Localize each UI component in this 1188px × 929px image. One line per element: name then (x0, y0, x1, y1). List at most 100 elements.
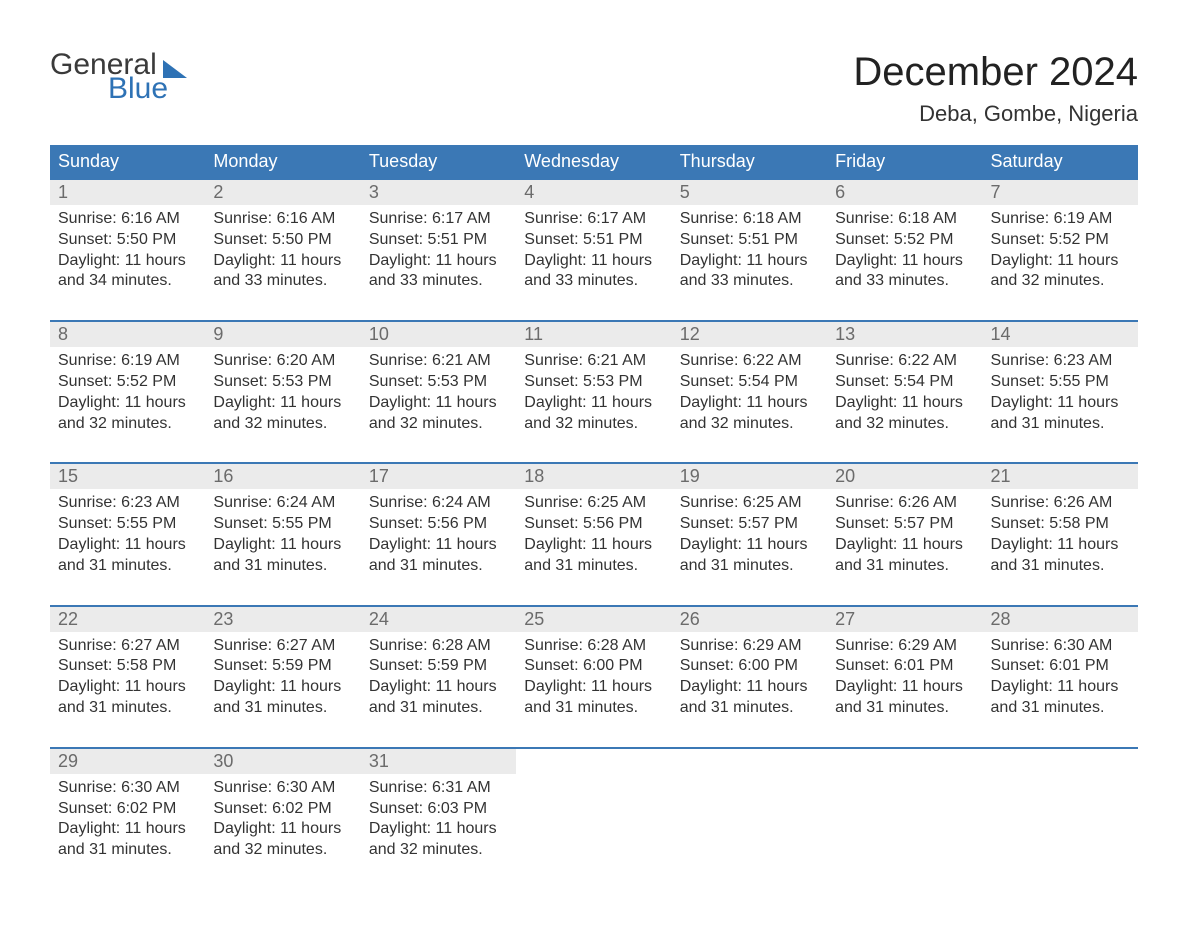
daynum-row: 293031 (50, 748, 1138, 774)
daynum-cell: 9 (205, 321, 360, 347)
sunset-line: Sunset: 5:55 PM (58, 514, 197, 535)
day-cell: Sunrise: 6:24 AMSunset: 5:55 PMDaylight:… (205, 489, 360, 605)
daylight-label: Daylight: (835, 252, 902, 269)
sunset-line: Sunset: 5:51 PM (680, 230, 819, 251)
sunrise-line: Sunrise: 6:22 AM (680, 351, 819, 372)
sunrise-value: 6:21 AM (432, 352, 491, 369)
sunset-value: 5:51 PM (583, 231, 643, 248)
sunset-value: 5:55 PM (117, 515, 177, 532)
day-cell: Sunrise: 6:29 AMSunset: 6:00 PMDaylight:… (672, 632, 827, 748)
sunset-value: 5:55 PM (1049, 373, 1109, 390)
daynum-cell: 10 (361, 321, 516, 347)
day-cell: Sunrise: 6:16 AMSunset: 5:50 PMDaylight:… (50, 205, 205, 321)
day-cell: Sunrise: 6:28 AMSunset: 6:00 PMDaylight:… (516, 632, 671, 748)
sunrise-label: Sunrise: (835, 352, 898, 369)
sunrise-line: Sunrise: 6:28 AM (524, 636, 663, 657)
sunset-value: 6:01 PM (1049, 657, 1109, 674)
daynum-cell: 3 (361, 179, 516, 205)
daynum-cell (672, 748, 827, 774)
daylight-line: Daylight: 11 hours and 32 minutes. (369, 393, 508, 435)
day-cell (672, 774, 827, 889)
daylight-label: Daylight: (58, 252, 125, 269)
sunrise-label: Sunrise: (369, 637, 432, 654)
day-cell: Sunrise: 6:31 AMSunset: 6:03 PMDaylight:… (361, 774, 516, 889)
daynum-cell: 16 (205, 463, 360, 489)
day-number: 11 (524, 324, 543, 344)
day-number: 30 (213, 751, 233, 771)
content-row: Sunrise: 6:16 AMSunset: 5:50 PMDaylight:… (50, 205, 1138, 321)
daylight-label: Daylight: (58, 536, 125, 553)
sunrise-value: 6:25 AM (743, 494, 802, 511)
sunrise-label: Sunrise: (58, 637, 121, 654)
daynum-cell: 24 (361, 606, 516, 632)
sunset-line: Sunset: 5:57 PM (680, 514, 819, 535)
sunset-label: Sunset: (58, 800, 117, 817)
sunrise-line: Sunrise: 6:19 AM (58, 351, 197, 372)
sunrise-line: Sunrise: 6:16 AM (58, 209, 197, 230)
sunset-label: Sunset: (213, 515, 272, 532)
sunrise-label: Sunrise: (680, 210, 743, 227)
sunset-line: Sunset: 5:52 PM (58, 372, 197, 393)
sunset-line: Sunset: 6:03 PM (369, 799, 508, 820)
sunset-line: Sunset: 5:53 PM (524, 372, 663, 393)
sunset-value: 6:03 PM (428, 800, 488, 817)
sunrise-label: Sunrise: (524, 494, 587, 511)
day-cell: Sunrise: 6:29 AMSunset: 6:01 PMDaylight:… (827, 632, 982, 748)
day-cell: Sunrise: 6:17 AMSunset: 5:51 PMDaylight:… (361, 205, 516, 321)
day-cell: Sunrise: 6:28 AMSunset: 5:59 PMDaylight:… (361, 632, 516, 748)
sunset-line: Sunset: 5:58 PM (58, 656, 197, 677)
sunrise-label: Sunrise: (835, 637, 898, 654)
day-number: 4 (524, 182, 534, 202)
sunrise-label: Sunrise: (213, 210, 276, 227)
sunrise-label: Sunrise: (58, 210, 121, 227)
daylight-label: Daylight: (680, 252, 747, 269)
sunset-value: 5:54 PM (738, 373, 798, 390)
sunset-line: Sunset: 5:54 PM (835, 372, 974, 393)
daynum-cell: 15 (50, 463, 205, 489)
sunrise-value: 6:30 AM (277, 779, 336, 796)
weekday-header: Wednesday (516, 145, 671, 179)
sunset-value: 5:56 PM (583, 515, 643, 532)
sunset-line: Sunset: 5:59 PM (369, 656, 508, 677)
sunset-line: Sunset: 5:55 PM (991, 372, 1130, 393)
day-cell: Sunrise: 6:19 AMSunset: 5:52 PMDaylight:… (983, 205, 1138, 321)
sunset-value: 6:02 PM (117, 800, 177, 817)
sunset-label: Sunset: (991, 515, 1050, 532)
day-number: 27 (835, 609, 855, 629)
content-row: Sunrise: 6:19 AMSunset: 5:52 PM Daylight:… (50, 347, 1138, 463)
sunrise-value: 6:22 AM (743, 352, 802, 369)
daylight-label: Daylight: (680, 394, 747, 411)
daylight-line: Daylight: 11 hours and 32 minutes. (524, 393, 663, 435)
sunrise-label: Sunrise: (524, 210, 587, 227)
day-number: 20 (835, 466, 855, 486)
daynum-cell: 2 (205, 179, 360, 205)
day-number: 1 (58, 182, 68, 202)
daynum-cell: 28 (983, 606, 1138, 632)
day-number: 13 (835, 324, 855, 344)
sunrise-line: Sunrise: 6:25 AM (680, 493, 819, 514)
daynum-cell (516, 748, 671, 774)
sunset-value: 5:57 PM (738, 515, 798, 532)
sunrise-label: Sunrise: (213, 779, 276, 796)
sunset-line: Sunset: 5:58 PM (991, 514, 1130, 535)
calendar-table: SundayMondayTuesdayWednesdayThursdayFrid… (50, 145, 1138, 889)
sunrise-line: Sunrise: 6:16 AM (213, 209, 352, 230)
day-number: 5 (680, 182, 690, 202)
daylight-label: Daylight: (524, 678, 591, 695)
daylight-label: Daylight: (991, 536, 1058, 553)
sunrise-line: Sunrise: 6:30 AM (991, 636, 1130, 657)
sunrise-value: 6:31 AM (432, 779, 491, 796)
sunrise-label: Sunrise: (524, 352, 587, 369)
sunset-label: Sunset: (835, 515, 894, 532)
sunrise-line: Sunrise: 6:23 AM (58, 493, 197, 514)
day-cell (516, 774, 671, 889)
day-cell: Sunrise: 6:20 AMSunset: 5:53 PMDaylight:… (205, 347, 360, 463)
daynum-cell: 25 (516, 606, 671, 632)
sunset-label: Sunset: (991, 373, 1050, 390)
daylight-line: Daylight: 11 hours and 31 minutes. (369, 535, 508, 577)
sunrise-value: 6:17 AM (432, 210, 491, 227)
day-number: 12 (680, 324, 700, 344)
day-cell: Sunrise: 6:23 AMSunset: 5:55 PMDaylight:… (983, 347, 1138, 463)
sunset-line: Sunset: 6:02 PM (58, 799, 197, 820)
sunset-label: Sunset: (369, 231, 428, 248)
